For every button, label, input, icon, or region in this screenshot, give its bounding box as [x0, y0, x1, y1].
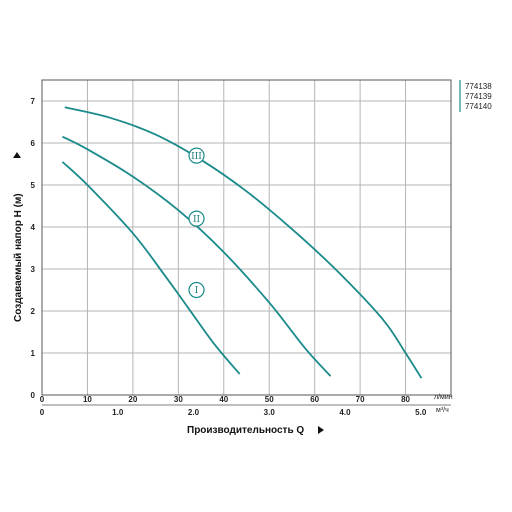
x-unit-secondary: м³/ч [436, 407, 449, 414]
legend-item: 774139 [465, 92, 492, 101]
curve-label: III [191, 152, 202, 162]
y-tick-label: 6 [31, 139, 36, 148]
curve-label-circle [188, 281, 205, 299]
x-tick-label-secondary: 4.0 [339, 408, 351, 417]
y-tick-label: 2 [31, 307, 36, 316]
plot-frame [41, 79, 452, 396]
y-tick-label: 1 [31, 349, 36, 358]
x-unit-primary: л/мин [434, 394, 453, 401]
pump-curve-line [61, 161, 241, 375]
pump-curve-line [62, 135, 332, 377]
legend-item: 774140 [465, 102, 492, 111]
x-axis-title: Производительность Q [187, 425, 324, 436]
x-tick-label-primary: 30 [174, 395, 183, 404]
y-axis-arrow-icon [13, 152, 21, 158]
curve-label: II [193, 215, 201, 225]
y-tick-label: 0 [31, 391, 36, 400]
x-tick-label-secondary: 2.0 [188, 408, 200, 417]
x-tick-label-primary: 10 [83, 395, 92, 404]
x-tick-label-secondary: 0 [40, 408, 45, 417]
legend: 774138 774139 774140 [459, 80, 492, 112]
x-tick-label-primary: 60 [310, 395, 319, 404]
y-tick-label: 5 [31, 181, 36, 190]
x-axis-arrow-icon [318, 426, 324, 434]
x-tick-label-primary: 40 [219, 395, 228, 404]
x-tick-label-primary: 20 [128, 395, 137, 404]
x-tick-label-primary: 70 [356, 395, 365, 404]
y-axis-label: Создаваемый напор Н (м) [13, 193, 24, 322]
x-tick-label-secondary: 3.0 [264, 408, 276, 417]
x-tick-label-secondary: 1.0 [112, 408, 124, 417]
legend-item: 774138 [465, 82, 492, 91]
curve-label-circle [188, 210, 205, 227]
y-tick-label: 4 [31, 223, 36, 232]
y-tick-label: 7 [31, 97, 36, 106]
grid [41, 80, 452, 396]
curve-label-circle [188, 147, 205, 164]
pump-curve-line [64, 106, 423, 379]
x-tick-label-primary: 50 [265, 395, 274, 404]
curve-label: I [195, 286, 199, 296]
x-tick-label-secondary: 5.0 [415, 408, 427, 417]
y-axis-title: Создаваемый напор Н (м) [13, 152, 24, 322]
x-tick-label-primary: 80 [401, 395, 410, 404]
x-tick-label-primary: 0 [40, 395, 45, 404]
y-tick-label: 3 [31, 265, 36, 274]
x-axis-label: Производительность Q [187, 425, 304, 436]
